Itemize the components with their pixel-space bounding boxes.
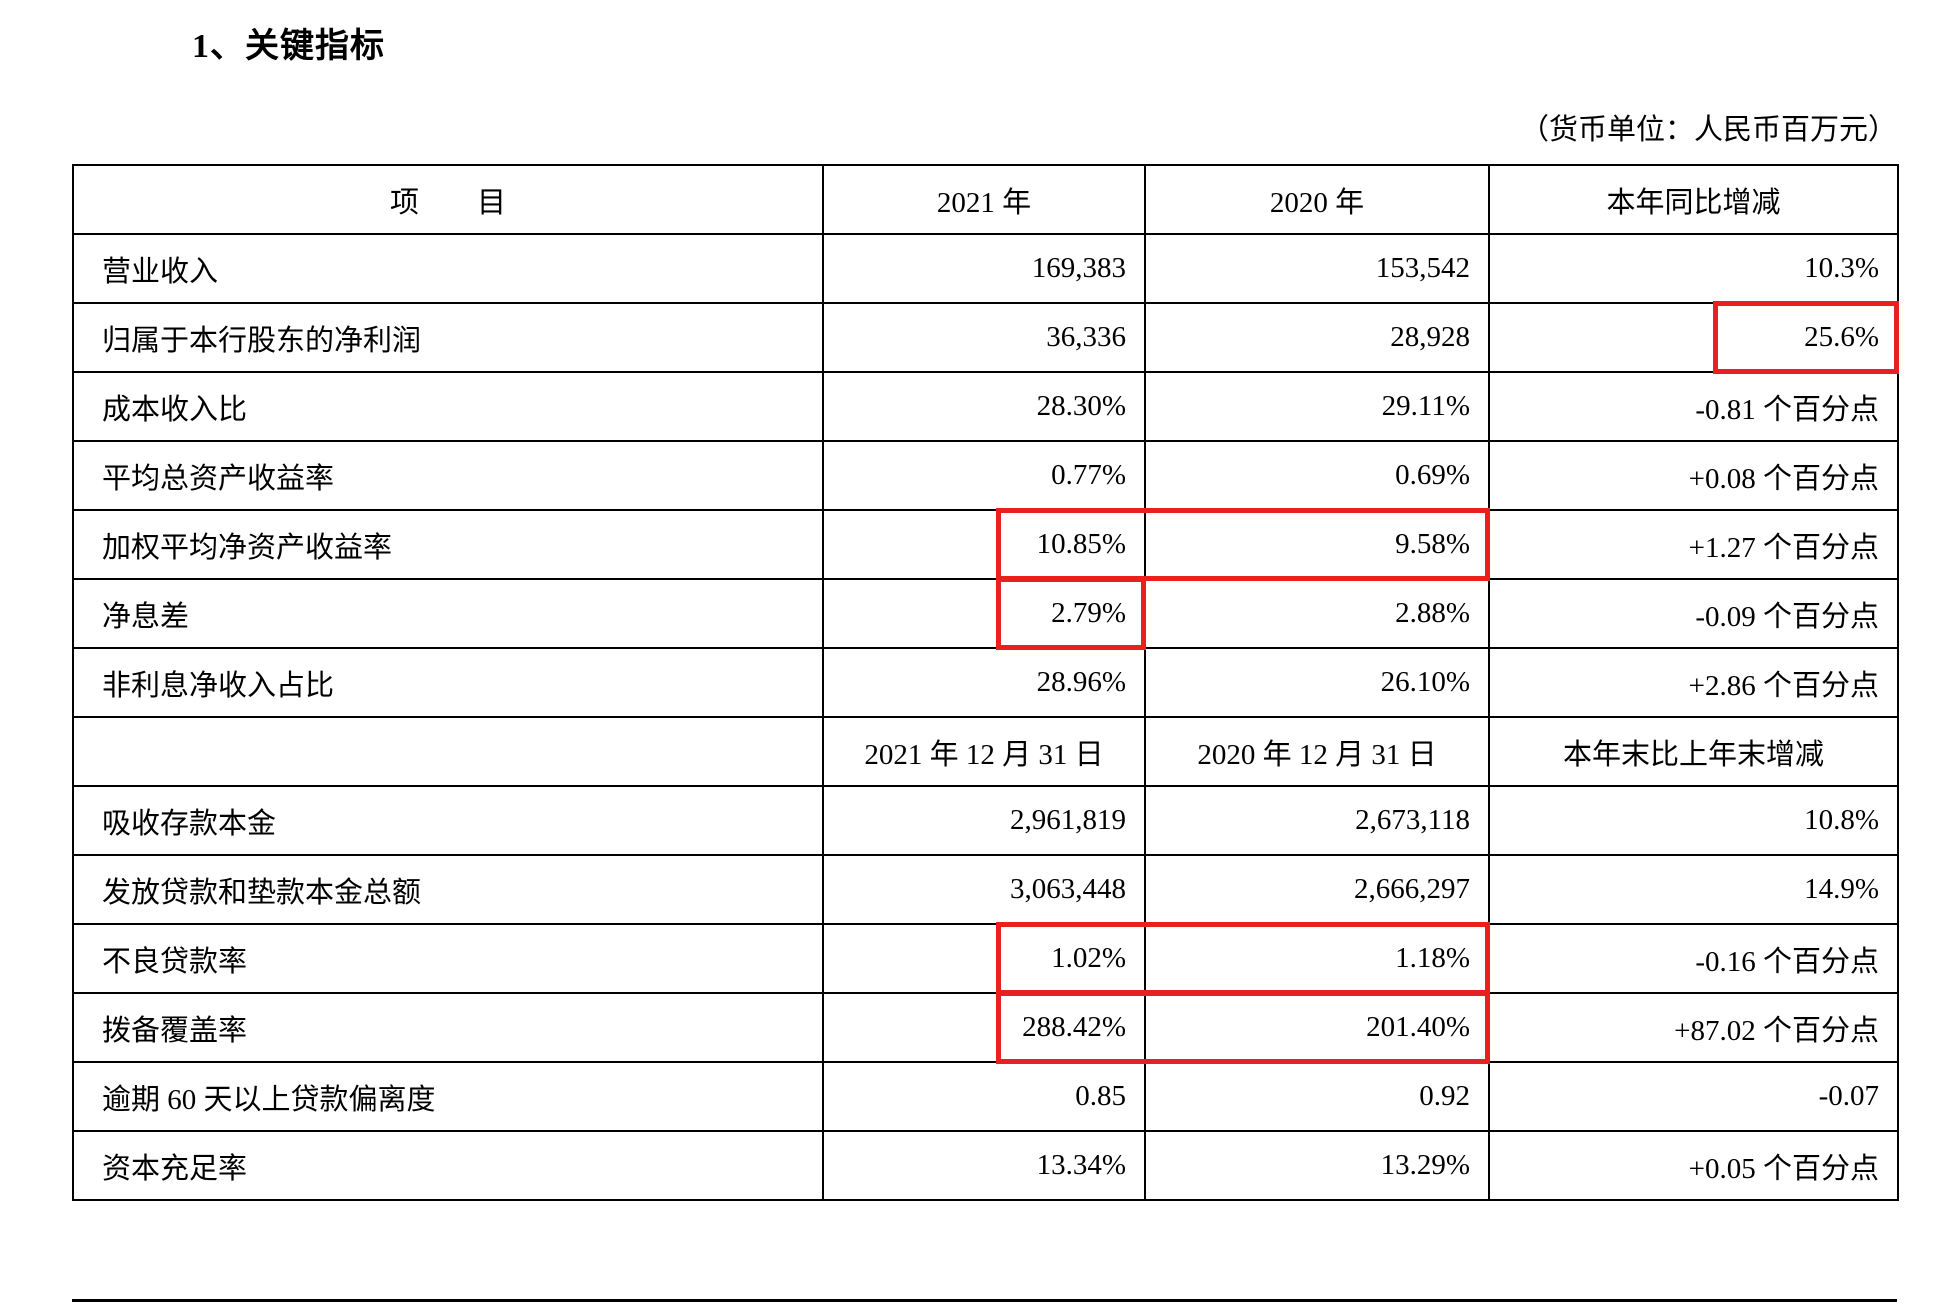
row-label: 资本充足率 <box>72 1130 824 1201</box>
table-row: 资本充足率 13.34% 13.29% +0.05 个百分点 <box>72 1130 1899 1201</box>
cell-v2020: 9.58% <box>997 509 1491 582</box>
currency-unit-note: （货币单位：人民币百万元） <box>1519 114 1897 146</box>
cell-change: +1.27 个百分点 <box>1488 509 1899 580</box>
section-title: 1、关键指标 <box>192 28 385 65</box>
row-label: 发放贷款和垫款本金总额 <box>72 854 824 925</box>
cell-change: -0.81 个百分点 <box>1488 371 1899 442</box>
cell-v2021: 288.42% <box>822 992 1146 1063</box>
table-row: 加权平均净资产收益率 10.85% 9.58% +1.27 个百分点 <box>72 509 1899 582</box>
cell-v2020: 29.11% <box>1144 371 1490 442</box>
cell-v2021: 3,063,448 <box>822 854 1146 925</box>
row-label: 非利息净收入占比 <box>72 647 824 718</box>
row-label: 拨备覆盖率 <box>72 992 824 1063</box>
cell-v2021: 2,961,819 <box>822 785 1146 856</box>
cell-v2020: 0.92 <box>1144 1061 1490 1132</box>
table-row: 拨备覆盖率 288.42% 201.40% +87.02 个百分点 <box>72 992 1899 1065</box>
row-label: 成本收入比 <box>72 371 824 442</box>
next-table-top-border <box>72 1299 1897 1302</box>
cell-change: 25.6% <box>1488 302 1900 375</box>
cell-v2020: 153,542 <box>1144 233 1490 304</box>
cell-v2021: 13.34% <box>822 1130 1146 1201</box>
column-header: 本年同比增减 <box>1488 164 1899 235</box>
cell-change: 10.3% <box>1488 233 1899 304</box>
cell-v2021: 28.96% <box>822 647 1146 718</box>
cell-change: +0.08 个百分点 <box>1488 440 1899 511</box>
table-header-row: 项 目 2021 年 2020 年本年同比增减 <box>72 164 1899 235</box>
cell-v2020: 2020 年 12 月 31 日 <box>1144 716 1490 787</box>
row-label: 加权平均净资产收益率 <box>72 509 824 580</box>
column-header: 2021 年 <box>822 164 1146 235</box>
cell-v2021: 0.85 <box>822 1061 1146 1132</box>
cell-v2021: 10.85% <box>822 509 1146 580</box>
cell-v2021: 169,383 <box>822 233 1146 304</box>
cell-v2020: 201.40% <box>997 992 1491 1065</box>
row-label: 营业收入 <box>72 233 824 304</box>
cell-change: -0.07 <box>1488 1061 1899 1132</box>
table-body: 营业收入 169,383 153,542 10.3% 归属于本行股东的净利润 36,336… <box>72 233 1900 1201</box>
cell-change: 14.9% <box>1488 854 1899 925</box>
cell-change: +87.02 个百分点 <box>1488 992 1899 1063</box>
table-row: 非利息净收入占比 28.96% 26.10% +2.86 个百分点 <box>72 647 1899 718</box>
row-label: 不良贷款率 <box>72 923 824 994</box>
row-label: 吸收存款本金 <box>72 785 824 856</box>
section-header-row: 2021 年 12 月 31 日 2020 年 12 月 31 日本年末比上年末增… <box>72 716 1899 787</box>
row-label: 平均总资产收益率 <box>72 440 824 511</box>
cell-v2020: 26.10% <box>1144 647 1490 718</box>
column-header: 2020 年 <box>1144 164 1490 235</box>
cell-v2020: 0.69% <box>1144 440 1490 511</box>
cell-v2020: 28,928 <box>1144 302 1490 373</box>
table-row: 发放贷款和垫款本金总额 3,063,448 2,666,297 14.9% <box>72 854 1899 925</box>
cell-change: 本年末比上年末增减 <box>1488 716 1899 787</box>
cell-v2021: 28.30% <box>822 371 1146 442</box>
cell-v2021: 2.79% <box>822 578 1147 651</box>
cell-v2020: 2,666,297 <box>1144 854 1490 925</box>
cell-v2020: 2.88% <box>1144 578 1490 649</box>
cell-v2021: 36,336 <box>822 302 1146 373</box>
table-row: 平均总资产收益率 0.77% 0.69% +0.08 个百分点 <box>72 440 1899 511</box>
table-row: 不良贷款率 1.02% 1.18% -0.16 个百分点 <box>72 923 1899 996</box>
cell-change: +2.86 个百分点 <box>1488 647 1899 718</box>
cell-v2021: 1.02% <box>822 923 1146 994</box>
row-label <box>72 716 824 787</box>
cell-v2020: 1.18% <box>997 923 1491 996</box>
cell-change: 10.8% <box>1488 785 1899 856</box>
cell-change: +0.05 个百分点 <box>1488 1130 1899 1201</box>
table-row: 营业收入 169,383 153,542 10.3% <box>72 233 1899 304</box>
cell-change: -0.09 个百分点 <box>1488 578 1899 649</box>
table-row: 净息差 2.79% 2.88% -0.09 个百分点 <box>72 578 1899 651</box>
table-row: 吸收存款本金 2,961,819 2,673,118 10.8% <box>72 785 1899 856</box>
cell-v2020: 2,673,118 <box>1144 785 1490 856</box>
row-label: 净息差 <box>72 578 824 649</box>
cell-v2021: 2021 年 12 月 31 日 <box>822 716 1146 787</box>
cell-v2021: 0.77% <box>822 440 1146 511</box>
column-header: 项 目 <box>72 164 824 235</box>
table-row: 成本收入比 28.30% 29.11% -0.81 个百分点 <box>72 371 1899 442</box>
key-indicators-table: 项 目 2021 年 2020 年本年同比增减 营业收入 169,383 153,542… <box>72 164 1900 1201</box>
row-label: 归属于本行股东的净利润 <box>72 302 824 373</box>
table-row: 逾期 60 天以上贷款偏离度 0.85 0.92 -0.07 <box>72 1061 1899 1132</box>
cell-change: -0.16 个百分点 <box>1488 923 1899 994</box>
table-row: 归属于本行股东的净利润 36,336 28,928 25.6% <box>72 302 1900 375</box>
cell-v2020: 13.29% <box>1144 1130 1490 1201</box>
row-label: 逾期 60 天以上贷款偏离度 <box>72 1061 824 1132</box>
